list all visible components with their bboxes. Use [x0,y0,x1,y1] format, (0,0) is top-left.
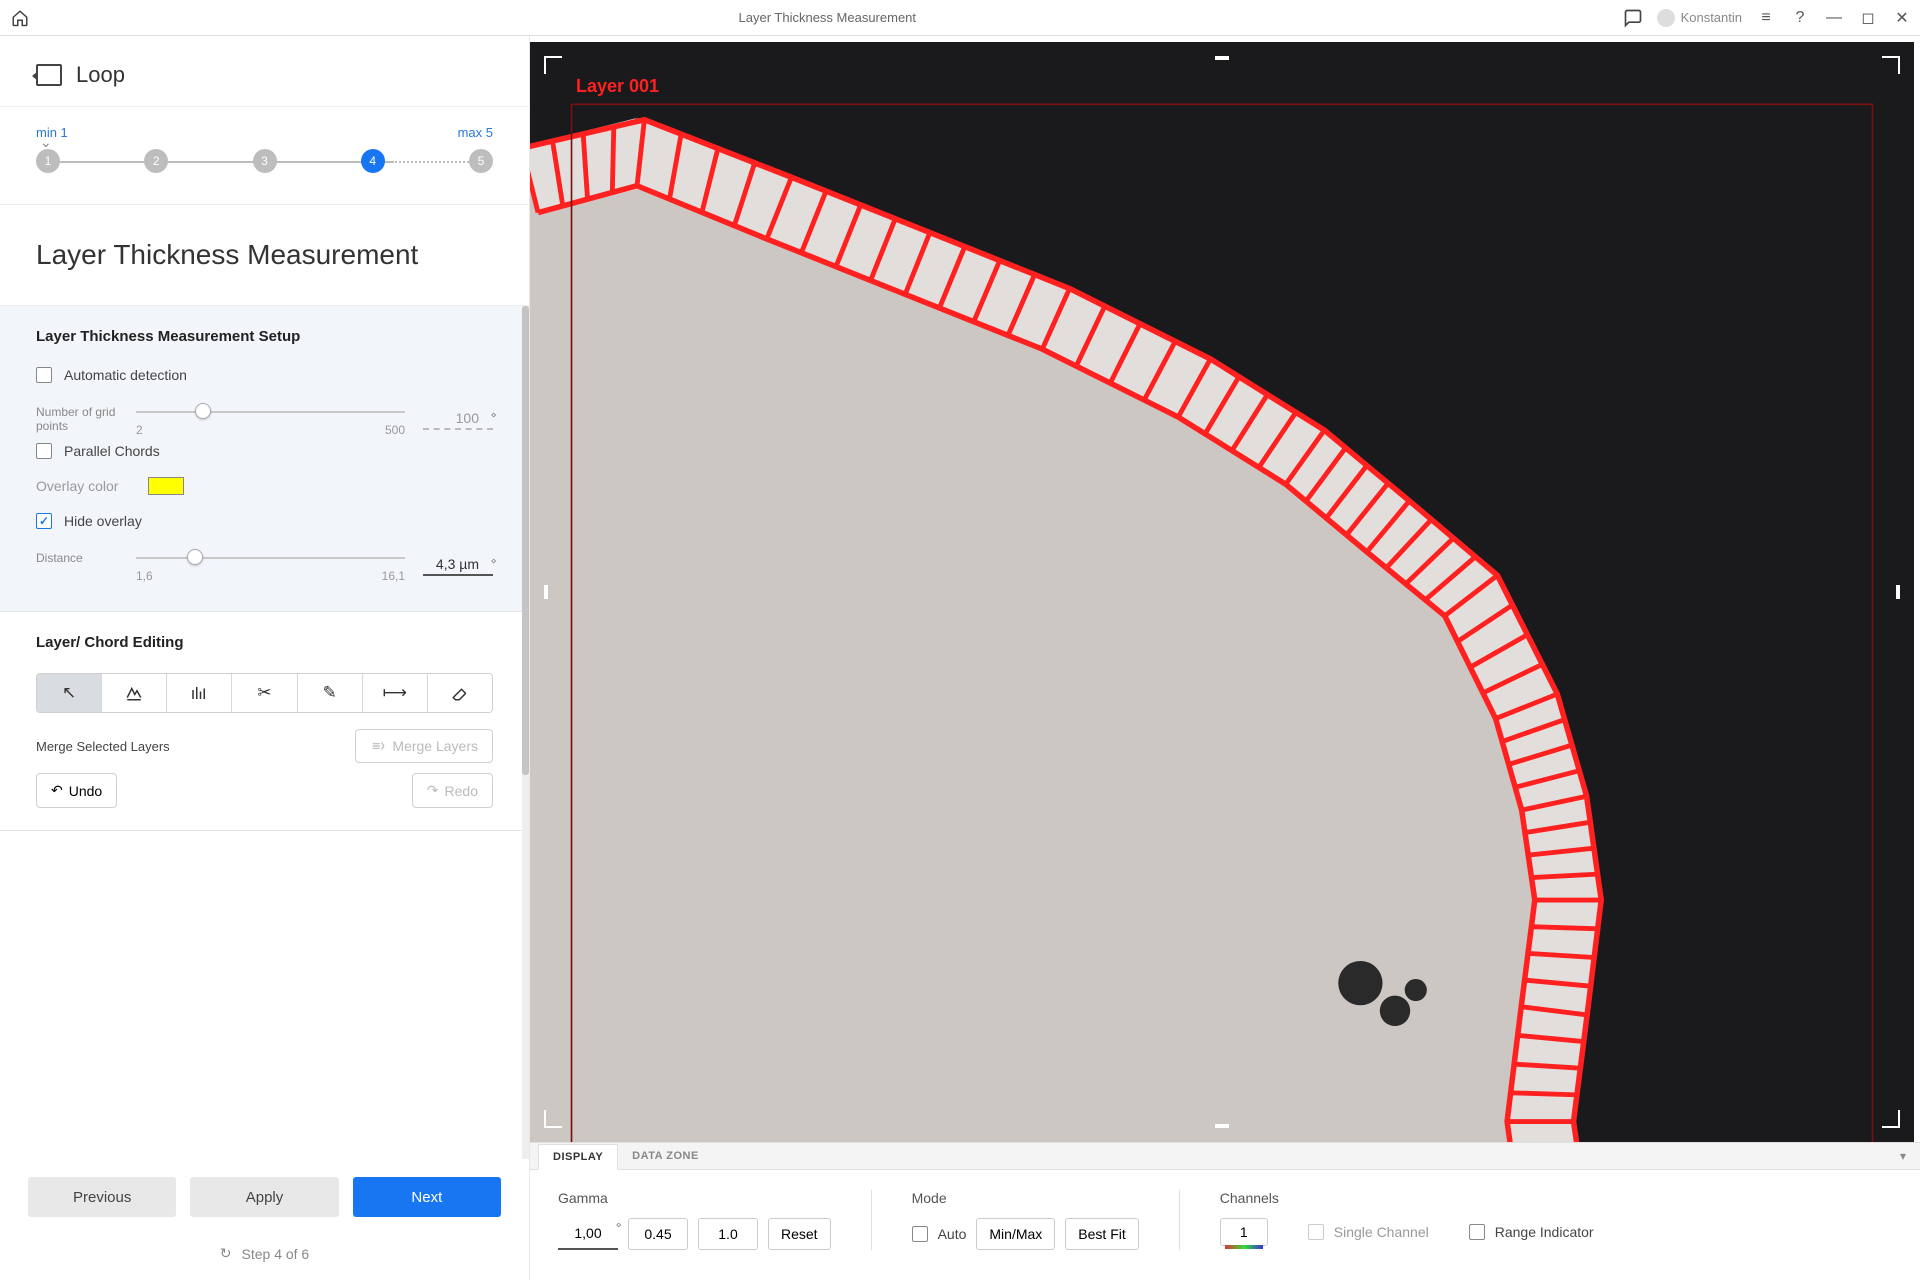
loop-icon [36,64,62,86]
crop-handle-t[interactable] [1215,56,1229,60]
minimize-icon[interactable]: — [1824,8,1844,28]
editing-title: Layer/ Chord Editing [36,634,493,651]
image-area[interactable]: Layer 001 [530,42,1914,1142]
channels-label: Channels [1220,1190,1594,1206]
apply-button[interactable]: Apply [190,1177,338,1217]
tool-draw[interactable]: ✎ [298,674,363,712]
user-badge[interactable]: Konstantin [1657,9,1742,27]
crop-marks [544,56,1900,1128]
redo-button[interactable]: ↷Redo [412,773,493,808]
display-controls: Gamma Reset Mode Auto Min/Max Best Fit [530,1170,1920,1280]
tool-measure[interactable]: ⟼ [363,674,428,712]
step-node-4[interactable]: 4 [361,149,385,173]
chat-icon[interactable] [1623,8,1643,28]
gamma-label: Gamma [558,1190,831,1206]
parallel-chords-checkbox[interactable] [36,443,52,459]
step-node-1[interactable]: 1 [36,149,60,173]
loop-max-label: max 5 [458,125,493,140]
crop-handle-tl[interactable] [544,56,562,74]
parallel-chords-label: Parallel Chords [64,443,160,459]
auto-detect-label: Automatic detection [64,367,187,383]
home-icon[interactable] [8,6,32,30]
gridpoints-slider[interactable] [136,401,405,421]
tool-edit-layer[interactable] [102,674,167,712]
distance-label: Distance [36,547,118,565]
auto-checkbox[interactable] [912,1226,928,1242]
gridpoints-label: Number of grid points [36,405,118,434]
sidebar: Loop min 1 max 5 ⌄ 1 2 3 4 5 [0,36,530,1280]
crop-handle-b[interactable] [1215,1124,1229,1128]
gamma-max[interactable] [698,1218,758,1250]
setup-panel: Layer Thickness Measurement Setup Automa… [0,306,529,612]
gridpoints-value[interactable] [423,408,493,430]
loop-stepper: min 1 max 5 ⌄ 1 2 3 4 5 [0,107,529,205]
merge-layers-button[interactable]: Merge Layers [355,729,493,763]
maximize-icon[interactable]: ◻ [1858,8,1878,28]
bottom-nav: Previous Apply Next [0,1159,529,1227]
crop-handle-bl[interactable] [544,1110,562,1128]
tool-edit-grid[interactable] [167,674,232,712]
hide-overlay-label: Hide overlay [64,513,142,529]
gamma-min[interactable] [628,1218,688,1250]
bestfit-button[interactable]: Best Fit [1065,1218,1138,1250]
tab-display[interactable]: DISPLAY [538,1144,618,1170]
overlay-color-swatch[interactable] [148,477,184,495]
distance-value[interactable] [423,554,493,576]
close-icon[interactable]: ✕ [1892,8,1912,28]
loop-small-icon: ↻ [220,1245,232,1262]
tool-erase[interactable] [428,674,492,712]
sidebar-scrollbar[interactable] [522,306,529,1159]
viewer: Layer 001 DISPLAY DATA ZONE ▾ Gamma [530,36,1920,1280]
next-button[interactable]: Next [353,1177,501,1217]
titlebar: Layer Thickness Measurement Konstantin ≡… [0,0,1920,36]
auto-label: Auto [938,1226,967,1242]
minmax-button[interactable]: Min/Max [976,1218,1055,1250]
single-channel-label: Single Channel [1334,1224,1429,1240]
channel-value[interactable]: 1 [1220,1218,1268,1246]
merge-label: Merge Selected Layers [36,739,170,754]
collapse-icon[interactable]: ▾ [1894,1149,1912,1163]
tool-pointer[interactable]: ↖ [37,674,102,712]
tool-cut[interactable]: ✂ [232,674,297,712]
overlay-color-label: Overlay color [36,478,136,494]
step-node-3[interactable]: 3 [253,149,277,173]
window-title: Layer Thickness Measurement [32,10,1623,25]
hide-overlay-checkbox[interactable] [36,513,52,529]
step-indicator: ↻ Step 4 of 6 [0,1227,529,1280]
menu-icon[interactable]: ≡ [1756,8,1776,28]
gamma-value[interactable] [558,1218,618,1250]
range-indicator-checkbox[interactable] [1469,1224,1485,1240]
help-icon[interactable]: ? [1790,8,1810,28]
single-channel-checkbox[interactable] [1308,1224,1324,1240]
range-indicator-label: Range Indicator [1495,1224,1594,1240]
avatar-icon [1657,9,1675,27]
section-title: Layer Thickness Measurement [0,205,529,306]
distance-max: 16,1 [382,569,405,583]
editing-panel: Layer/ Chord Editing ↖ ✂ ✎ ⟼ Merge Selec… [0,612,529,831]
distance-min: 1,6 [136,569,153,583]
reset-button[interactable]: Reset [768,1218,831,1250]
mode-label: Mode [912,1190,1139,1206]
distance-slider[interactable] [136,547,405,567]
undo-button[interactable]: ↶Undo [36,773,117,808]
crop-handle-r[interactable] [1896,585,1900,599]
crop-handle-l[interactable] [544,585,548,599]
loop-header: Loop [0,36,529,107]
loop-label: Loop [76,62,125,88]
viewer-tabs: DISPLAY DATA ZONE ▾ [530,1142,1920,1170]
step-node-5[interactable]: 5 [469,149,493,173]
editing-toolbar: ↖ ✂ ✎ ⟼ [36,673,493,713]
tab-datazone[interactable]: DATA ZONE [618,1143,713,1169]
previous-button[interactable]: Previous [28,1177,176,1217]
auto-detect-checkbox[interactable] [36,367,52,383]
gridpoints-max: 500 [385,423,405,437]
crop-handle-tr[interactable] [1882,56,1900,74]
step-node-2[interactable]: 2 [144,149,168,173]
setup-title: Layer Thickness Measurement Setup [36,328,493,345]
gridpoints-min: 2 [136,423,143,437]
user-name: Konstantin [1681,10,1742,25]
crop-handle-br[interactable] [1882,1110,1900,1128]
